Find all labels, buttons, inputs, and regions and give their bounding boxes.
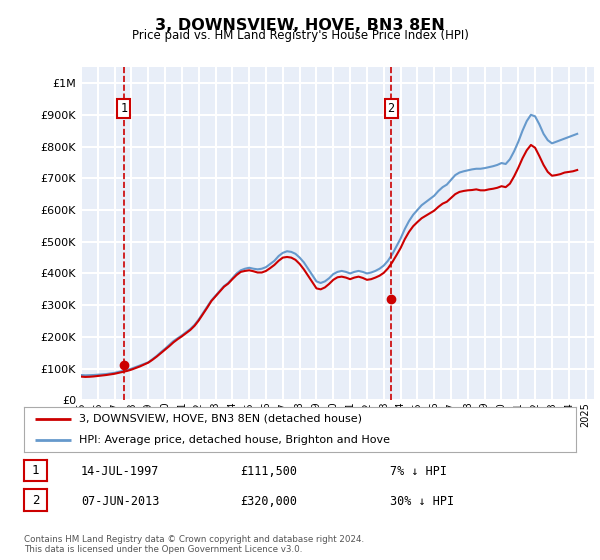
Text: 3, DOWNSVIEW, HOVE, BN3 8EN (detached house): 3, DOWNSVIEW, HOVE, BN3 8EN (detached ho… bbox=[79, 414, 362, 424]
Text: 07-JUN-2013: 07-JUN-2013 bbox=[81, 494, 160, 508]
Text: Price paid vs. HM Land Registry's House Price Index (HPI): Price paid vs. HM Land Registry's House … bbox=[131, 29, 469, 42]
Text: 1: 1 bbox=[120, 102, 127, 115]
Text: £111,500: £111,500 bbox=[240, 465, 297, 478]
Text: 3, DOWNSVIEW, HOVE, BN3 8EN: 3, DOWNSVIEW, HOVE, BN3 8EN bbox=[155, 18, 445, 33]
Text: Contains HM Land Registry data © Crown copyright and database right 2024.
This d: Contains HM Land Registry data © Crown c… bbox=[24, 535, 364, 554]
Text: 14-JUL-1997: 14-JUL-1997 bbox=[81, 465, 160, 478]
Text: 2: 2 bbox=[388, 102, 395, 115]
Text: 30% ↓ HPI: 30% ↓ HPI bbox=[390, 494, 454, 508]
Text: £320,000: £320,000 bbox=[240, 494, 297, 508]
Text: 2: 2 bbox=[32, 493, 39, 507]
Text: 7% ↓ HPI: 7% ↓ HPI bbox=[390, 465, 447, 478]
Text: HPI: Average price, detached house, Brighton and Hove: HPI: Average price, detached house, Brig… bbox=[79, 435, 390, 445]
Text: 1: 1 bbox=[32, 464, 39, 477]
